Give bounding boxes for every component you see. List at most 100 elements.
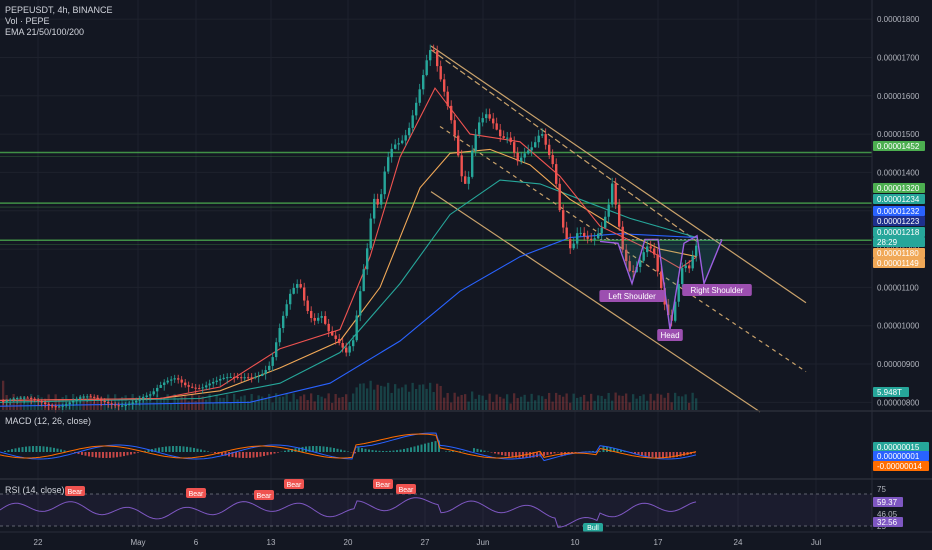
price-badge-bg bbox=[873, 183, 925, 193]
volume-bar bbox=[639, 395, 642, 410]
volume-bar bbox=[173, 393, 176, 410]
rsi-band bbox=[0, 494, 872, 526]
candle-body bbox=[219, 378, 222, 381]
volume-bar bbox=[425, 388, 428, 410]
ema21-line bbox=[0, 87, 698, 401]
volume-bar bbox=[663, 397, 666, 410]
candle-body bbox=[149, 394, 152, 396]
volume-bar bbox=[520, 396, 523, 410]
macd-bar bbox=[543, 452, 545, 456]
volume-bar bbox=[681, 396, 684, 410]
time-axis-label: 13 bbox=[267, 538, 276, 547]
macd-bar bbox=[511, 452, 514, 458]
macd-bar bbox=[116, 452, 118, 458]
candle-body bbox=[355, 315, 358, 341]
macd-bar bbox=[336, 448, 339, 452]
volume-bar bbox=[184, 395, 187, 410]
rsi-bull-bg bbox=[583, 523, 603, 532]
candle-body bbox=[40, 401, 43, 403]
volume-bar bbox=[562, 396, 565, 410]
macd-bar bbox=[273, 452, 276, 454]
candle-body bbox=[565, 227, 568, 240]
macd-bar bbox=[536, 452, 538, 458]
volume-bar bbox=[646, 400, 649, 410]
candle-body bbox=[499, 129, 502, 137]
macd-bar bbox=[231, 452, 234, 458]
macd-bar bbox=[399, 449, 402, 452]
volume-bar bbox=[19, 395, 22, 410]
candle-body bbox=[495, 123, 498, 130]
volume-bar bbox=[418, 384, 421, 410]
rsi-bull-text: Bull bbox=[587, 525, 599, 532]
candle-body bbox=[450, 105, 453, 121]
candle-body bbox=[569, 239, 572, 249]
candle-body bbox=[254, 376, 257, 378]
macd-bar bbox=[301, 446, 304, 452]
macd-bar bbox=[158, 447, 160, 452]
candle-body bbox=[586, 236, 589, 239]
volume-bar bbox=[187, 401, 190, 410]
price-badge-text: 0.00001218 bbox=[877, 228, 920, 237]
macd-bar bbox=[175, 446, 178, 452]
volume-bar bbox=[61, 397, 64, 410]
price-badge-bg bbox=[873, 194, 925, 204]
candle-body bbox=[226, 377, 229, 379]
volume-bar bbox=[604, 398, 607, 410]
volume-bar bbox=[443, 397, 446, 410]
macd-bar bbox=[312, 446, 314, 452]
volume-bar bbox=[551, 401, 554, 410]
candle-body bbox=[415, 102, 418, 116]
candle-body bbox=[215, 380, 218, 382]
volume-bar bbox=[240, 396, 243, 410]
macd-bar bbox=[385, 450, 388, 452]
macd-bar bbox=[214, 452, 216, 454]
volume-bar bbox=[446, 392, 449, 410]
candle-body bbox=[464, 176, 467, 184]
volume-bar bbox=[607, 392, 610, 410]
candle-body bbox=[47, 404, 50, 406]
volume-bar bbox=[467, 401, 470, 410]
volume-bar bbox=[359, 383, 362, 410]
candle-body bbox=[54, 406, 57, 408]
volume-bar bbox=[313, 401, 316, 410]
candle-body bbox=[229, 376, 232, 378]
volume-bar bbox=[149, 394, 152, 410]
volume-bar bbox=[348, 402, 351, 410]
candle-body bbox=[292, 287, 295, 294]
macd-bar bbox=[413, 446, 416, 452]
rsi-badge: 32.56 bbox=[873, 517, 903, 527]
volume-bar bbox=[257, 395, 260, 410]
channel-upper-line bbox=[430, 45, 807, 304]
candle-body bbox=[37, 399, 40, 402]
candle-body bbox=[23, 397, 26, 399]
volume-bar bbox=[523, 394, 526, 410]
candle-body bbox=[191, 386, 194, 388]
macd-bar bbox=[515, 452, 517, 458]
macd-bar bbox=[609, 447, 612, 452]
volume-bar bbox=[397, 388, 400, 410]
time-axis-label: 6 bbox=[194, 538, 199, 547]
candle-body bbox=[264, 370, 267, 375]
rsi-bull-label: Bull bbox=[583, 523, 603, 532]
candle-body bbox=[93, 396, 96, 398]
macd-bar bbox=[98, 452, 101, 458]
rsi-badge-text: 32.56 bbox=[877, 518, 898, 527]
candle-body bbox=[600, 227, 603, 234]
volume-bar bbox=[142, 396, 145, 410]
macd-bar bbox=[459, 451, 461, 452]
macd-bar bbox=[21, 447, 24, 452]
candle-body bbox=[103, 400, 106, 403]
macd-bar bbox=[266, 452, 269, 456]
candle-body bbox=[117, 405, 120, 407]
volume-bar bbox=[642, 394, 645, 410]
volume-bar bbox=[369, 380, 372, 410]
candle-body bbox=[261, 374, 264, 377]
macd-bar bbox=[326, 446, 328, 452]
candle-body bbox=[597, 233, 600, 239]
candle-body bbox=[86, 396, 89, 398]
macd-badge-text: 0.00000001 bbox=[877, 452, 920, 461]
candle-body bbox=[621, 226, 624, 250]
candle-body bbox=[282, 315, 285, 329]
candle-body bbox=[684, 265, 687, 269]
